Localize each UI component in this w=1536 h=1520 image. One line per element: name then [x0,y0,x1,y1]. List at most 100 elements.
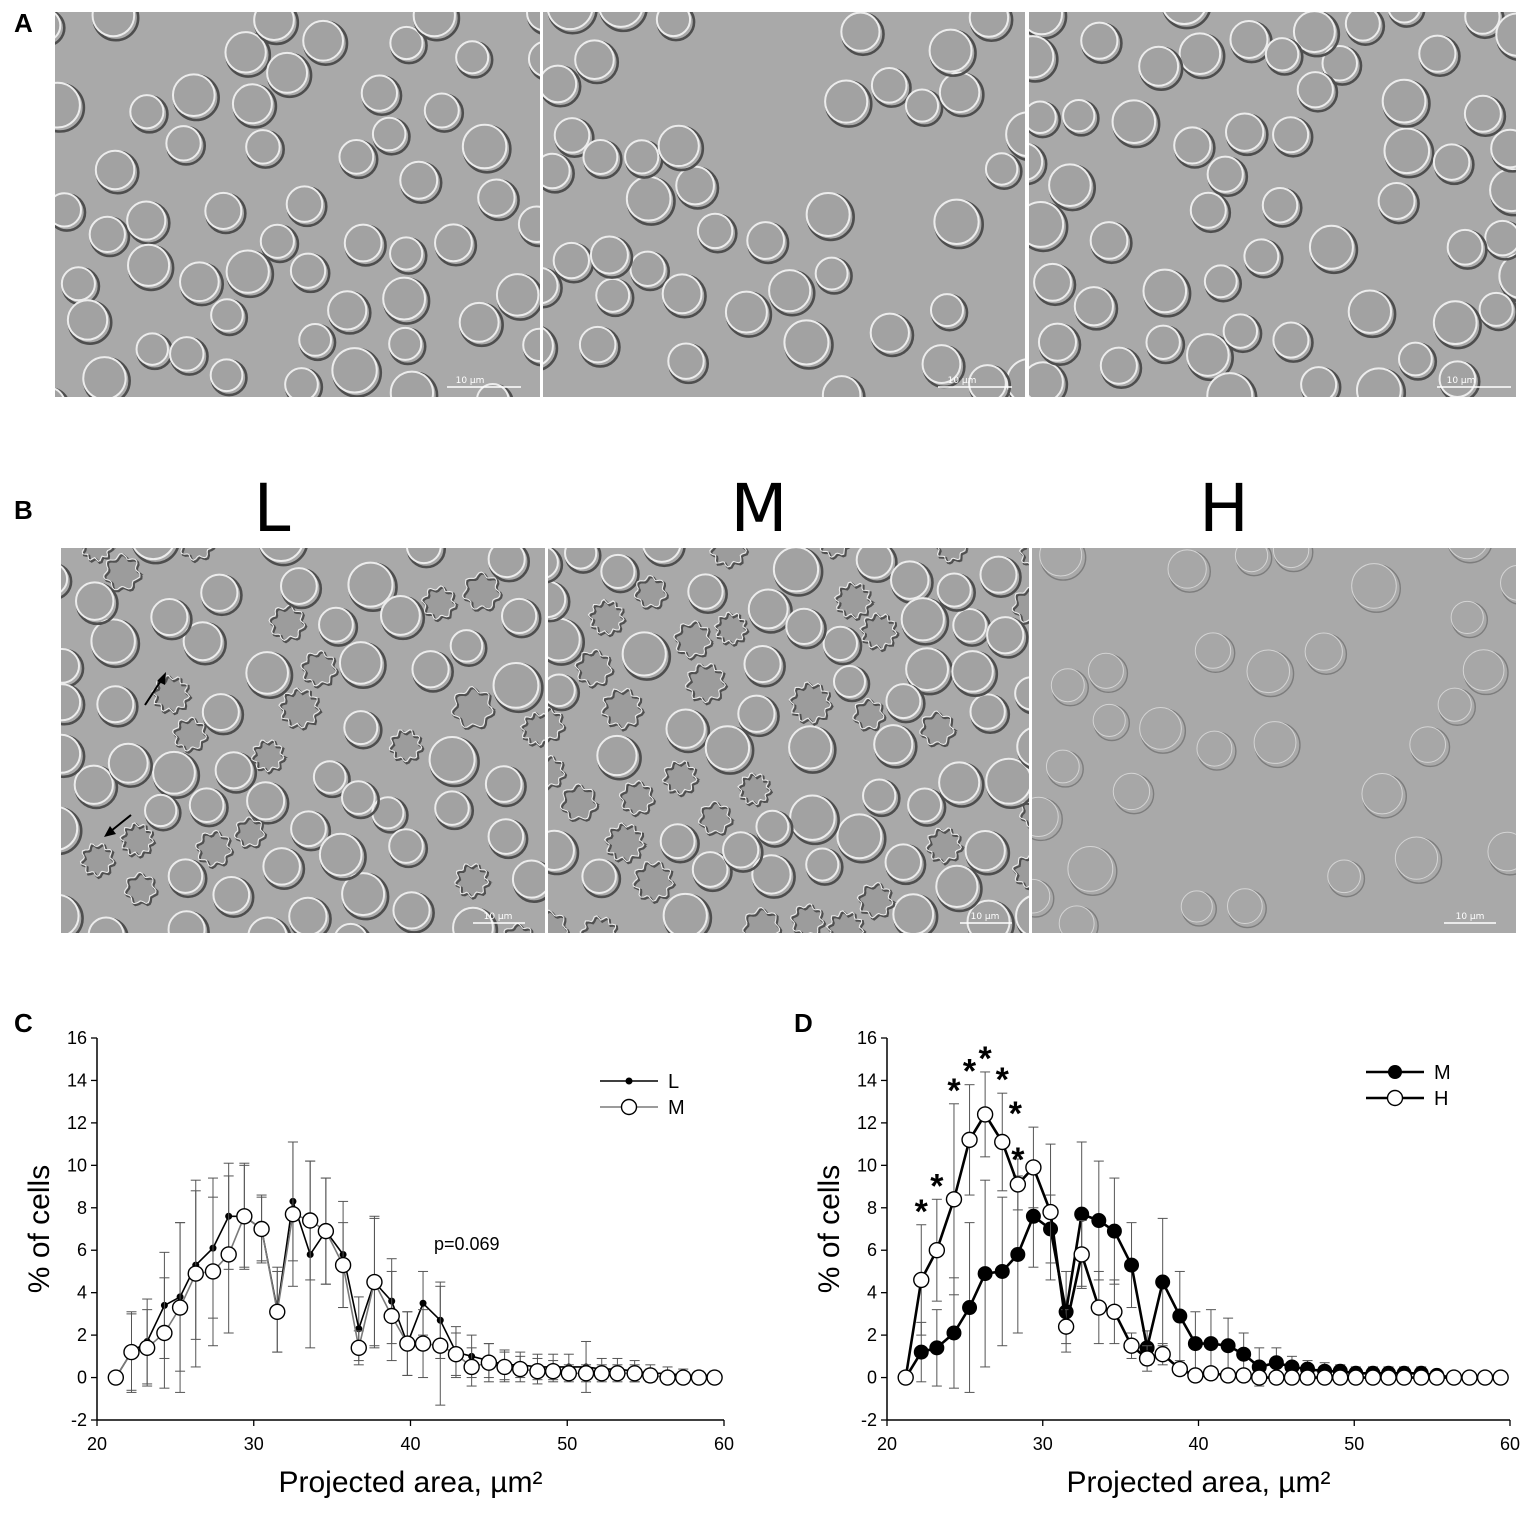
cell [1327,859,1366,898]
cell [331,347,383,397]
chart-c-y-tick-label: 12 [67,1113,87,1133]
cell [873,724,918,769]
cell [428,735,480,788]
cell [1498,253,1516,303]
cell [789,794,840,846]
cell [722,831,764,873]
cell [347,561,398,612]
chart-d-series-h-point [945,1191,963,1208]
cell [1261,186,1303,228]
cell [559,783,600,823]
chart-d-series-h-point [1106,1303,1123,1320]
cell [661,273,707,319]
cell [1196,730,1237,771]
cell [581,858,622,899]
chart-d-series-m-point [1074,1206,1090,1222]
cell [599,12,648,33]
group-label-m: M [730,470,788,547]
cell [195,829,235,870]
cell [1478,291,1516,332]
chart-d-series-h-point [1219,1367,1237,1384]
chart-d-series-m-point [1203,1336,1219,1352]
cell [821,375,866,397]
chart-d-y-tick-label: 12 [857,1113,877,1133]
cell [1162,12,1211,30]
chart-c-series-m-point [156,1324,173,1342]
chart-c-series-m [107,1141,723,1406]
cell [698,800,735,837]
chart-c-series-m-point [626,1365,643,1382]
cell [495,273,540,321]
chart-d-plot: -2 0 2 4 6 8 10 12 14 16 20 30 40 50 60 Projected area,… [813,1028,1520,1499]
chart-d-series-h-point [1364,1369,1382,1386]
chart-c-series-m-point [383,1307,400,1325]
cell [936,548,970,565]
cell [245,651,294,700]
cell [1450,600,1489,639]
cell [343,710,383,750]
cell [1487,831,1516,876]
cell [1005,111,1025,161]
chart-c-series-l-line [115,1201,715,1379]
chart-d-y-tick-label: 6 [867,1240,877,1260]
cell [87,916,129,933]
cell [1029,361,1069,397]
chart-c-series-m-point [675,1369,692,1386]
chart-d-significance-star: * [915,1193,929,1231]
chart-c-plot: -2 0 2 4 6 8 10 12 14 16 20 30 40 50 60 Projected area,… [23,1028,734,1499]
chart-d-x-tick-label: 60 [1500,1434,1520,1454]
cell [1292,12,1341,58]
cell [1015,895,1029,933]
cell [624,139,664,179]
chart-d-series-h-point [913,1271,930,1289]
cell [979,555,1022,598]
cell [936,572,976,612]
cell [1142,268,1192,318]
cell [824,79,873,128]
chart-c-x-tick-label: 30 [244,1434,264,1454]
cell [579,915,619,933]
cell [885,683,926,724]
cell [61,894,84,933]
cell [245,129,285,169]
cell [487,818,529,860]
cell [55,192,87,232]
chart-c-series-m-point [171,1299,189,1316]
chart-d-series-m-point [913,1344,929,1360]
cell [589,235,634,279]
cell [543,152,575,194]
cell [231,83,278,129]
cell [201,693,245,736]
cell [1308,224,1359,275]
chart-d-series-h-point [1268,1369,1285,1386]
cell [1264,37,1304,76]
cell [167,858,208,899]
chart-c-series-m-point [690,1369,708,1386]
cell [1206,372,1258,397]
cell [1438,360,1481,397]
cell [869,312,915,358]
cell [1432,300,1482,350]
cell [751,854,796,899]
chart-c-series-m-point [236,1208,253,1225]
cell [1347,289,1397,339]
chart-d-series-h-point [1461,1369,1478,1386]
cell [1222,313,1263,354]
cell [527,41,540,80]
chart-c-series-m-point [529,1362,546,1380]
cell [687,573,728,615]
cell [341,872,390,921]
chart-d-series-h [897,1071,1509,1386]
cell [388,729,425,765]
cell [1029,35,1059,83]
cell [266,51,313,99]
chart-c-series-m-point [480,1354,498,1371]
cell [298,322,337,362]
cell [312,760,351,799]
chart-d-series-m-point [1106,1223,1122,1239]
cell [747,588,793,634]
cell [603,822,648,865]
chart-d-series-h-point [1090,1299,1108,1316]
chart-c-x-tick-label: 50 [557,1434,577,1454]
chart-d-series-h-point [1445,1369,1463,1386]
